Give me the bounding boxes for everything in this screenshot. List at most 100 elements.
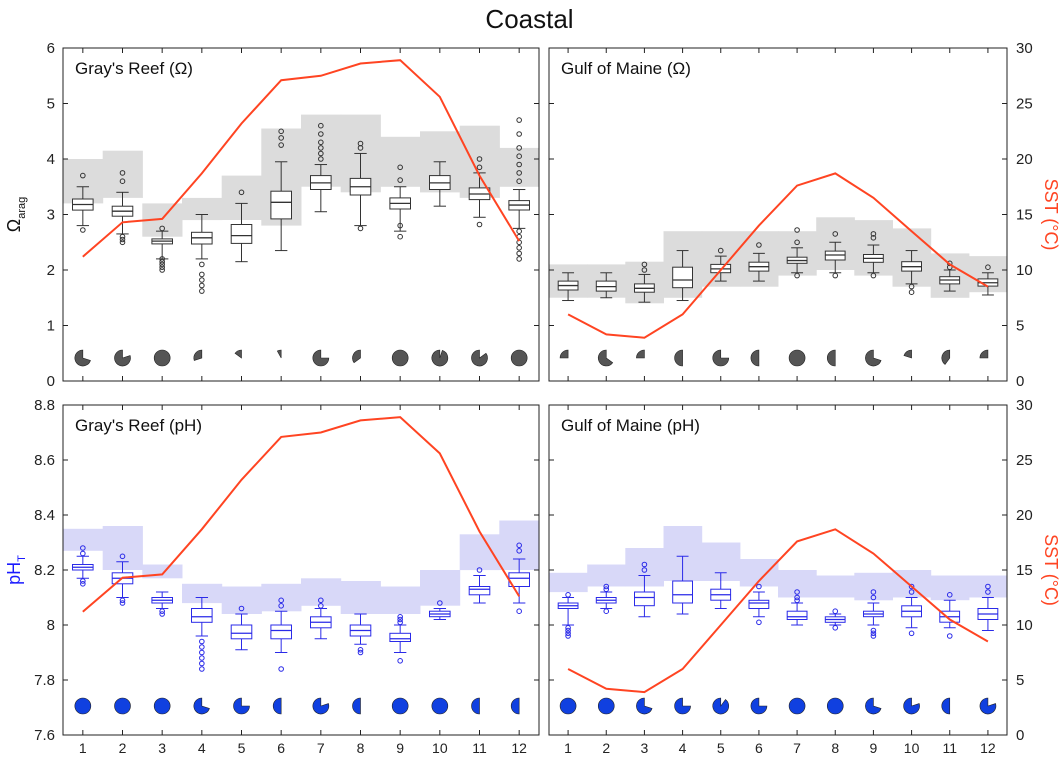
outlier-point xyxy=(565,625,571,631)
boxplot-month-5 xyxy=(710,247,732,282)
x-tick-label: 6 xyxy=(755,740,763,756)
outlier-point xyxy=(908,583,915,590)
boxplot-month-9 xyxy=(389,164,411,240)
outlier-point xyxy=(908,589,915,595)
outlier-point xyxy=(641,267,648,273)
data-coverage-pie xyxy=(941,349,951,365)
data-coverage-pie xyxy=(312,349,330,367)
outlier-point xyxy=(603,586,610,593)
panel-title: Gray's Reef (pH) xyxy=(75,416,202,435)
outlier-point xyxy=(870,231,877,237)
outlier-point xyxy=(516,145,522,151)
x-tick-label: 4 xyxy=(679,740,687,756)
data-coverage-pie xyxy=(750,349,760,367)
y-right-axis-label: SST (°C) xyxy=(1041,179,1059,251)
range-band-segment xyxy=(63,528,104,551)
data-coverage-pie xyxy=(276,349,282,359)
outlier-point xyxy=(832,625,839,631)
box-iqr xyxy=(270,190,292,220)
boxplot-month-6 xyxy=(748,242,770,282)
outlier-point xyxy=(908,630,915,637)
range-band-segment xyxy=(221,586,262,614)
outlier-point xyxy=(985,583,991,590)
x-tick-label: 12 xyxy=(511,740,527,756)
data-coverage-pie xyxy=(431,697,449,715)
outlier-point xyxy=(159,611,165,617)
boxplot-month-1 xyxy=(72,172,94,233)
outlier-point xyxy=(397,177,403,183)
x-tick-label: 11 xyxy=(942,740,957,756)
boxplot-month-12 xyxy=(508,542,530,615)
data-coverage-pie xyxy=(636,697,653,715)
y-tick-label: 4 xyxy=(47,151,55,168)
y-tick-label: 8.8 xyxy=(34,397,55,414)
boxplot-month-9 xyxy=(863,231,884,279)
outlier-point xyxy=(159,608,165,615)
box-iqr xyxy=(786,610,808,621)
outlier-point xyxy=(199,660,205,667)
y-tick-label: 6 xyxy=(47,40,55,57)
y-right-tick-label: 15 xyxy=(1016,562,1033,579)
outlier-point xyxy=(397,658,403,664)
y-right-tick-label: 30 xyxy=(1016,397,1033,414)
y-right-tick-label: 10 xyxy=(1016,262,1033,279)
outlier-point xyxy=(199,644,205,650)
panel-bottom-left: 1 2 3 4 5 6 7 8 9 10 11 127.67.888.28.48.68.8Gray's… xyxy=(4,397,540,756)
outlier-point xyxy=(199,282,205,289)
x-tick-label: 5 xyxy=(717,740,725,756)
outlier-point xyxy=(565,592,571,598)
boxplot-month-1 xyxy=(557,592,579,639)
range-band-segment xyxy=(182,197,223,221)
data-coverage-pie xyxy=(233,697,250,715)
outlier-point xyxy=(565,633,571,639)
figure-title: Coastal xyxy=(485,4,574,34)
outlier-point xyxy=(278,128,284,135)
boxplot-month-6 xyxy=(270,128,292,252)
y-right-tick-label: 15 xyxy=(1016,207,1033,224)
outlier-point xyxy=(80,550,86,557)
outlier-point xyxy=(119,170,126,176)
range-band-segment xyxy=(968,575,1008,598)
boxplot-month-3 xyxy=(151,225,173,273)
outlier-point xyxy=(516,548,522,554)
outlier-point xyxy=(80,227,86,233)
outlier-point xyxy=(908,283,915,290)
data-coverage-pie xyxy=(712,697,730,715)
x-tick-label: 12 xyxy=(980,740,996,756)
boxplot-month-9 xyxy=(389,614,411,664)
outlier-point xyxy=(318,156,324,162)
data-coverage-pie xyxy=(903,349,912,359)
outlier-point xyxy=(159,256,165,262)
sst-line xyxy=(567,172,989,339)
data-coverage-pie xyxy=(510,697,520,715)
range-band-segment xyxy=(816,575,855,598)
outlier-point xyxy=(870,272,877,279)
data-coverage-pie xyxy=(272,697,282,715)
outlier-point xyxy=(946,592,953,598)
boxplot-month-8 xyxy=(824,608,846,631)
box-iqr xyxy=(672,266,694,289)
boxplot-month-2 xyxy=(595,583,617,615)
outlier-point xyxy=(832,608,839,615)
outlier-point xyxy=(516,178,522,184)
boxplot-month-3 xyxy=(634,261,655,303)
outlier-point xyxy=(870,630,877,637)
panel-top-left: 0 1 2 3 4 5 6 Gray's Reef (Ω) Ωarag xyxy=(4,40,540,390)
data-coverage-pie xyxy=(559,349,569,359)
outlier-point xyxy=(159,267,165,273)
y-right-tick-label: 0 xyxy=(1016,373,1024,390)
outlier-point xyxy=(756,583,762,590)
box-iqr xyxy=(230,624,253,640)
outlier-point xyxy=(565,627,571,634)
x-tick-label: 1 xyxy=(79,740,87,756)
data-coverage-pie xyxy=(391,349,409,367)
outlier-point xyxy=(756,242,762,248)
outlier-point xyxy=(159,261,165,268)
y-tick-label: 8.2 xyxy=(34,562,55,579)
outlier-point xyxy=(238,189,245,196)
y-tick-label: 8 xyxy=(47,617,55,634)
outlier-point xyxy=(516,608,522,615)
x-tick-label: 2 xyxy=(602,740,610,756)
outlier-point xyxy=(870,594,877,601)
boxplot-month-7 xyxy=(786,589,808,626)
